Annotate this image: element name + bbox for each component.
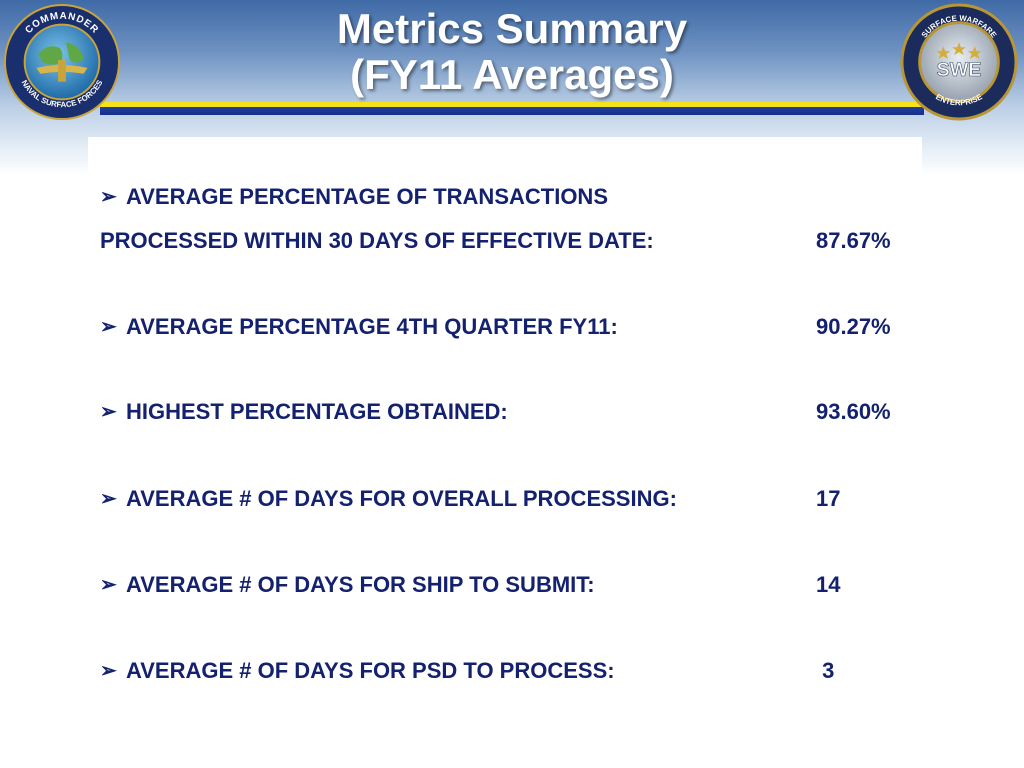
metric-label: AVERAGE # OF DAYS FOR SHIP TO SUBMIT:	[126, 572, 595, 597]
metric-value: 90.27%	[816, 314, 891, 339]
arrow-bullet-icon: ➢	[100, 488, 117, 510]
navsurfor-seal-icon: COMMANDER NAVAL SURFACE FORCES	[3, 3, 121, 121]
metric-label: AVERAGE PERCENTAGE 4TH QUARTER FY11:	[126, 314, 618, 339]
metric-item: ➢ AVERAGE PERCENTAGE OF TRANSACTIONS	[100, 184, 920, 214]
arrow-bullet-icon: ➢	[100, 186, 117, 208]
metric-label: AVERAGE # OF DAYS FOR OVERALL PROCESSING…	[126, 486, 677, 511]
right-seal-center-text: SWE	[937, 59, 982, 81]
slide-title: Metrics Summary (FY11 Averages)	[0, 6, 1024, 98]
metric-label: HIGHEST PERCENTAGE OBTAINED:	[126, 399, 508, 424]
metric-value: 87.67%	[816, 228, 891, 253]
metric-value: 14	[816, 572, 841, 597]
slide-title-line2: (FY11 Averages)	[350, 51, 674, 98]
header-stripe-blue	[100, 107, 924, 115]
metric-label: PROCESSED WITHIN 30 DAYS OF EFFECTIVE DA…	[100, 228, 654, 253]
metric-item: ➢ AVERAGE PERCENTAGE 4TH QUARTER FY11: 9…	[100, 314, 920, 344]
metric-label: AVERAGE # OF DAYS FOR PSD TO PROCESS:	[126, 658, 615, 683]
metric-item: ➢ AVERAGE # OF DAYS FOR PSD TO PROCESS: …	[100, 658, 920, 688]
arrow-bullet-icon: ➢	[100, 660, 117, 682]
slide-title-line1: Metrics Summary	[336, 5, 688, 52]
metric-value: 17	[816, 486, 841, 511]
arrow-bullet-icon: ➢	[100, 574, 117, 596]
metric-label: AVERAGE PERCENTAGE OF TRANSACTIONS	[126, 184, 608, 209]
metric-item: ➢ AVERAGE # OF DAYS FOR SHIP TO SUBMIT: …	[100, 572, 920, 602]
swe-seal-icon: SWE SURFACE WARFARE ENTERPRISE	[900, 3, 1018, 121]
metric-item-continuation: PROCESSED WITHIN 30 DAYS OF EFFECTIVE DA…	[100, 228, 920, 258]
metric-item: ➢ AVERAGE # OF DAYS FOR OVERALL PROCESSI…	[100, 486, 920, 516]
metric-value: 3	[816, 658, 835, 683]
arrow-bullet-icon: ➢	[100, 316, 117, 338]
metric-item: ➢ HIGHEST PERCENTAGE OBTAINED: 93.60%	[100, 399, 920, 429]
header-stripe-yellow	[100, 102, 924, 107]
metric-value: 93.60%	[816, 399, 891, 424]
content-panel	[88, 137, 922, 768]
arrow-bullet-icon: ➢	[100, 401, 117, 423]
